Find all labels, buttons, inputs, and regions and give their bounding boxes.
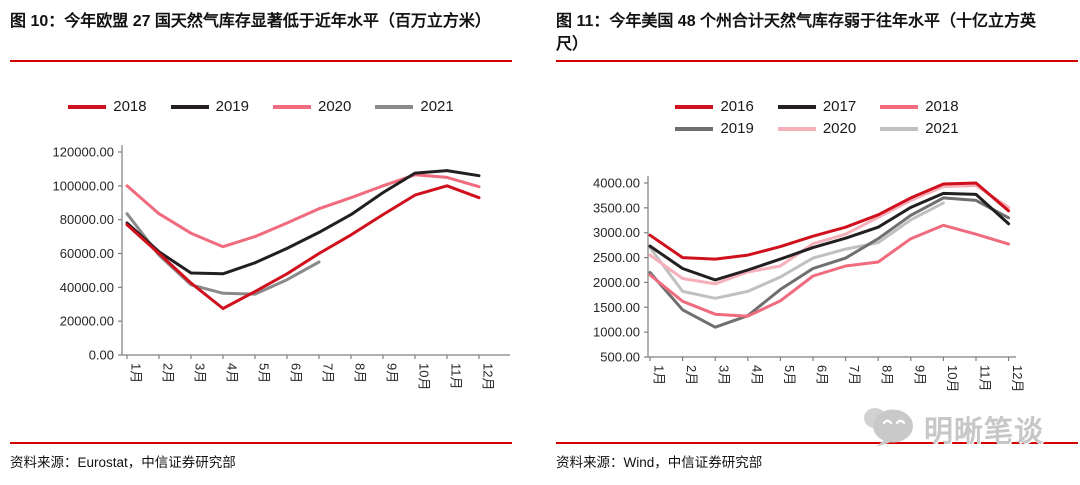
svg-text:20000.00: 20000.00 <box>60 314 114 329</box>
svg-text:6月: 6月 <box>289 363 304 383</box>
legend-label: 2019 <box>215 98 249 115</box>
legend-label: 2021 <box>925 120 959 137</box>
svg-text:3月: 3月 <box>717 365 732 385</box>
svg-text:80000.00: 80000.00 <box>60 212 114 227</box>
watermark: 明晰笔谈 <box>862 405 1044 453</box>
svg-text:8月: 8月 <box>880 365 895 385</box>
figure-10-panel: 图 10：今年欧盟 27 国天然气库存显著低于近年水平（百万立方米） 2018 2… <box>10 0 512 485</box>
figure-10-title-underline <box>10 60 512 62</box>
svg-text:6月: 6月 <box>815 365 830 385</box>
svg-text:10月: 10月 <box>945 365 960 392</box>
watermark-text: 明晰笔谈 <box>924 416 1045 448</box>
legend-label: 2016 <box>720 98 754 115</box>
legend-label: 2020 <box>822 120 857 137</box>
figure-11-legend: 2016 2017 2018 2019 2020 2021 <box>556 98 1078 137</box>
figure-10-source-text: 资料来源：Eurostat，中信证券研究部 <box>10 455 236 470</box>
svg-text:2500.00: 2500.00 <box>593 250 640 265</box>
legend-swatch <box>675 104 714 109</box>
legend-swatch <box>777 126 816 131</box>
svg-text:11月: 11月 <box>449 363 464 390</box>
legend-swatch <box>273 104 311 109</box>
legend-label: 2017 <box>822 98 857 115</box>
svg-text:1月: 1月 <box>652 365 667 385</box>
svg-text:1500.00: 1500.00 <box>593 300 640 315</box>
legend-item-2019: 2019 <box>675 120 754 137</box>
legend-swatch <box>375 104 414 109</box>
svg-text:12月: 12月 <box>1010 365 1025 392</box>
svg-text:4000.00: 4000.00 <box>593 176 640 191</box>
svg-text:2000.00: 2000.00 <box>593 275 640 290</box>
svg-text:1000.00: 1000.00 <box>593 325 640 340</box>
legend-item-2017: 2017 <box>777 98 857 115</box>
legend-label: 2019 <box>720 120 754 137</box>
svg-text:5月: 5月 <box>257 363 272 383</box>
svg-text:9月: 9月 <box>912 365 927 385</box>
legend-row: 2019 2020 2021 <box>556 120 1078 137</box>
legend-item-2021: 2021 <box>880 120 959 137</box>
legend-label: 2020 <box>318 98 352 115</box>
legend-swatch <box>880 126 919 131</box>
svg-text:2月: 2月 <box>684 365 699 385</box>
legend-row: 2018 2019 2020 2021 <box>10 98 512 115</box>
svg-text:1月: 1月 <box>129 363 144 383</box>
svg-text:100000.00: 100000.00 <box>53 178 114 193</box>
svg-text:3500.00: 3500.00 <box>593 200 640 215</box>
us-gas-storage-line-chart: 500.00 1000.00 1500.00 2000.00 2500.00 3000.0… <box>593 176 1025 393</box>
legend-swatch <box>170 104 209 109</box>
wechat-chat-bubbles-icon <box>864 408 913 447</box>
legend-item-2016: 2016 <box>675 98 754 115</box>
svg-text:12月: 12月 <box>481 363 496 390</box>
legend-label: 2018 <box>113 98 147 115</box>
legend-row: 2016 2017 2018 <box>556 98 1078 115</box>
legend-item-2021: 2021 <box>375 98 454 115</box>
legend-item-2018: 2018 <box>68 98 147 115</box>
svg-text:4月: 4月 <box>749 365 764 385</box>
figure-11-panel: 图 11：今年美国 48 个州合计天然气库存弱于往年水平（十亿立方英尺） 201… <box>556 0 1078 485</box>
figure-10-title: 图 10：今年欧盟 27 国天然气库存显著低于近年水平（百万立方米） <box>10 13 491 30</box>
svg-text:2月: 2月 <box>161 363 176 383</box>
legend-label: 2021 <box>420 98 454 115</box>
legend-swatch <box>675 126 714 131</box>
figure-11-source-text: 资料来源：Wind，中信证券研究部 <box>556 455 763 470</box>
legend-swatch <box>68 104 107 109</box>
legend-item-2019: 2019 <box>170 98 249 115</box>
svg-text:0.00: 0.00 <box>89 348 114 363</box>
svg-text:9月: 9月 <box>385 363 400 383</box>
figure-11-title: 图 11：今年美国 48 个州合计天然气库存弱于往年水平（十亿立方英尺） <box>556 13 1037 53</box>
svg-text:40000.00: 40000.00 <box>60 280 114 295</box>
legend-swatch <box>777 104 816 109</box>
legend-label: 2018 <box>925 98 959 115</box>
legend-item-2020: 2020 <box>777 120 857 137</box>
figure-10-source-divider <box>10 442 512 444</box>
svg-text:500.00: 500.00 <box>600 350 640 365</box>
svg-text:120000.00: 120000.00 <box>53 145 114 160</box>
svg-text:5月: 5月 <box>782 365 797 385</box>
svg-text:8月: 8月 <box>353 363 368 383</box>
legend-swatch <box>880 104 919 109</box>
svg-text:3月: 3月 <box>193 363 208 383</box>
legend-item-2018: 2018 <box>880 98 959 115</box>
svg-text:7月: 7月 <box>321 363 336 383</box>
figure-11-source-divider <box>556 442 1078 444</box>
figure-10-legend: 2018 2019 2020 2021 <box>10 98 512 115</box>
eu-gas-storage-line-chart: 0.00 20000.00 40000.00 60000.00 80000.00 1000… <box>53 145 510 390</box>
svg-text:10月: 10月 <box>417 363 432 390</box>
svg-text:3000.00: 3000.00 <box>593 225 640 240</box>
svg-text:11月: 11月 <box>978 365 993 392</box>
svg-text:7月: 7月 <box>847 365 862 385</box>
svg-text:60000.00: 60000.00 <box>60 246 114 261</box>
figure-11-title-underline <box>556 60 1078 62</box>
legend-item-2020: 2020 <box>273 98 351 115</box>
svg-text:4月: 4月 <box>225 363 240 383</box>
